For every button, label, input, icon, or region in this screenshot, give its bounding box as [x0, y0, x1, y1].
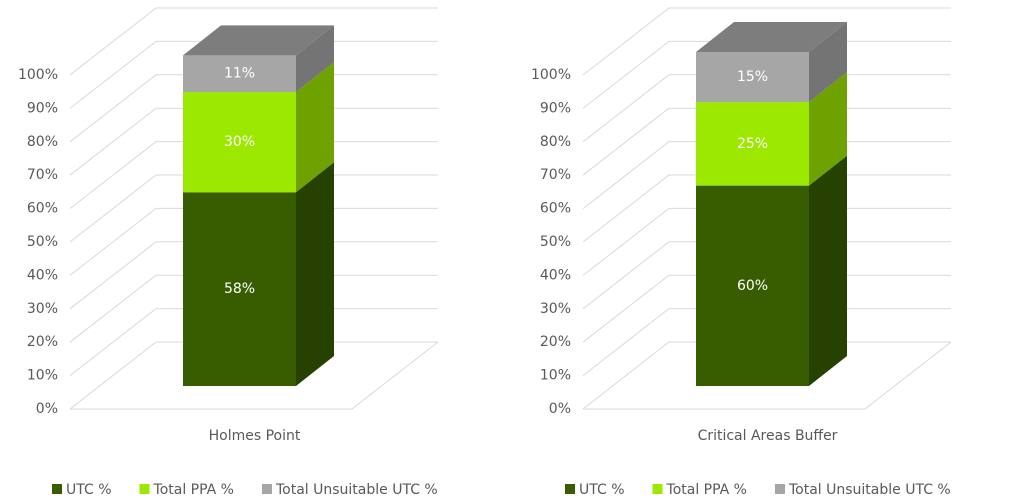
grid-line: [69, 308, 438, 376]
legend-label: UTC %: [66, 482, 112, 498]
y-tick-label: 0%: [36, 401, 58, 417]
grid-line: [582, 74, 951, 143]
bar-side: [809, 22, 847, 103]
legend-swatch: [261, 484, 272, 494]
grid-line: [582, 274, 951, 343]
data-label: 11%: [224, 66, 255, 82]
grid-line: [582, 241, 951, 310]
y-tick-label: 100%: [18, 67, 58, 83]
y-tick-label: 60%: [540, 201, 571, 217]
legend-swatch: [565, 484, 575, 494]
bar: [183, 192, 296, 386]
grid-line: [69, 141, 438, 209]
grid-line: [582, 207, 951, 276]
floor: [70, 341, 439, 410]
y-tick-label: 90%: [27, 100, 58, 116]
bar: [696, 185, 809, 386]
grid-line: [582, 40, 951, 109]
y-tick-label: 10%: [27, 368, 58, 384]
grid-line: [69, 107, 438, 176]
legend-label: Total Unsuitable UTC %: [788, 482, 951, 498]
y-tick-label: 60%: [27, 201, 58, 217]
y-tick-label: 30%: [540, 301, 571, 317]
y-tick-label: 70%: [27, 167, 58, 183]
grid-line: [69, 207, 438, 276]
legend-label: Total PPA %: [153, 482, 234, 498]
bar: [696, 52, 809, 103]
grid-line: [69, 74, 438, 143]
grid-line: [69, 174, 438, 243]
y-tick-label: 50%: [540, 234, 571, 250]
grid-line: [582, 7, 951, 76]
floor: [583, 341, 952, 410]
y-tick-label: 100%: [531, 67, 571, 83]
data-label: 60%: [737, 278, 768, 294]
y-tick-label: 40%: [540, 267, 571, 283]
grid-line: [582, 308, 951, 376]
data-label: 58%: [224, 281, 255, 297]
grid-line: [69, 241, 438, 310]
data-label: 30%: [224, 134, 255, 150]
y-tick-label: 10%: [540, 368, 571, 384]
legend-label: Total Unsuitable UTC %: [275, 482, 438, 498]
data-label: 25%: [737, 136, 768, 152]
bar-top: [183, 25, 334, 56]
y-tick-label: 20%: [27, 334, 58, 350]
grid-line: [69, 7, 438, 76]
bar: [183, 92, 296, 193]
legend-swatch: [139, 484, 150, 494]
grid-line: [582, 107, 951, 176]
legend-swatch: [652, 484, 663, 494]
bar-side: [296, 62, 334, 193]
y-tick-label: 0%: [549, 401, 571, 417]
y-tick-label: 50%: [27, 234, 58, 250]
legend-swatch: [52, 484, 62, 494]
grid-line: [69, 341, 438, 410]
bar-side: [296, 25, 334, 93]
legend-swatch: [774, 484, 785, 494]
data-label: 15%: [737, 69, 768, 85]
bar-side: [296, 162, 334, 386]
bar: [696, 102, 809, 186]
grid-line: [582, 174, 951, 243]
bar-side: [809, 72, 847, 186]
grid-line: [582, 341, 951, 410]
bar-side: [809, 155, 847, 386]
bar-top: [696, 22, 847, 52]
grid-line: [69, 40, 438, 109]
grid-line: [582, 141, 951, 209]
legend-label: UTC %: [579, 482, 625, 498]
x-tick-label: Critical Areas Buffer: [698, 428, 838, 444]
y-tick-label: 80%: [540, 134, 571, 150]
bar: [183, 55, 296, 93]
y-tick-label: 80%: [27, 134, 58, 150]
x-tick-label: Holmes Point: [209, 428, 301, 444]
y-tick-label: 40%: [27, 267, 58, 283]
legend-label: Total PPA %: [666, 482, 747, 498]
y-tick-label: 20%: [540, 334, 571, 350]
y-tick-label: 90%: [540, 100, 571, 116]
y-tick-label: 70%: [540, 167, 571, 183]
y-tick-label: 30%: [27, 301, 58, 317]
grid-line: [69, 274, 438, 343]
